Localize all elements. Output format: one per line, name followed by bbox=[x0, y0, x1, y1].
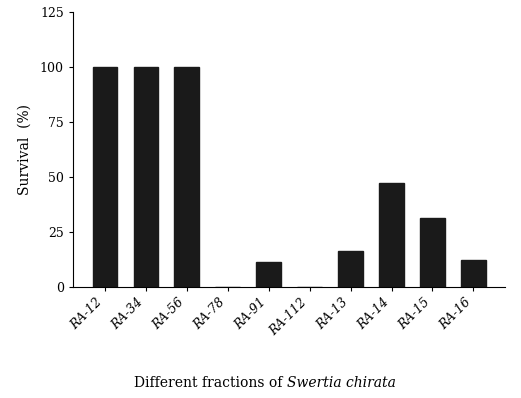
Bar bbox=[338, 252, 363, 287]
Text: Swertia chirata: Swertia chirata bbox=[287, 376, 395, 390]
Y-axis label: Survival  (%): Survival (%) bbox=[18, 104, 32, 195]
Bar bbox=[461, 260, 486, 287]
Bar bbox=[93, 67, 117, 287]
Bar bbox=[256, 262, 281, 287]
Bar bbox=[133, 67, 158, 287]
Bar bbox=[175, 67, 199, 287]
Bar bbox=[420, 219, 445, 287]
Bar bbox=[379, 183, 404, 287]
Text: Different fractions of: Different fractions of bbox=[134, 376, 287, 390]
